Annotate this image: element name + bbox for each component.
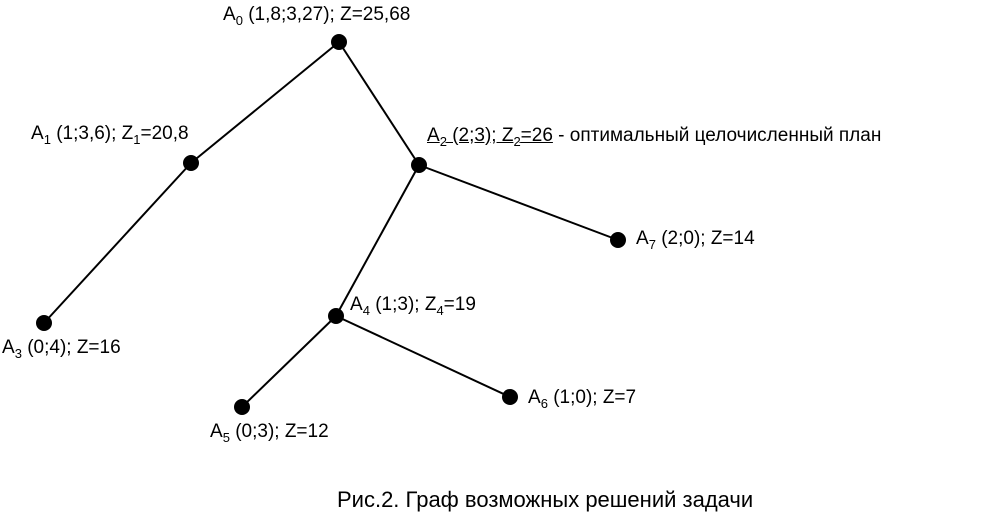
graph-edge bbox=[44, 163, 191, 323]
graph-node-A0 bbox=[331, 34, 347, 50]
graph-node-A5 bbox=[234, 399, 250, 415]
node-label-A6: A6 (1;0); Z=7 bbox=[528, 387, 636, 411]
node-label-A5: A5 (0;3); Z=12 bbox=[210, 421, 329, 445]
figure-caption: Рис.2. Граф возможных решений задачи bbox=[337, 487, 753, 513]
graph-node-A4 bbox=[328, 308, 344, 324]
node-label-A7: A7 (2;0); Z=14 bbox=[636, 228, 755, 252]
graph-edge bbox=[242, 316, 336, 407]
node-label-A3: A3 (0;4); Z=16 bbox=[2, 337, 121, 361]
node-label-A2: A2 (2;3); Z2=26 - оптимальный целочислен… bbox=[427, 125, 881, 149]
graph-node-A1 bbox=[183, 155, 199, 171]
node-label-A1: A1 (1;3,6); Z1=20,8 bbox=[31, 123, 189, 147]
graph-node-A3 bbox=[36, 315, 52, 331]
graph-edge bbox=[419, 165, 618, 240]
graph-edge bbox=[339, 42, 419, 165]
graph-edge bbox=[336, 316, 510, 397]
graph-node-A7 bbox=[610, 232, 626, 248]
graph-node-A2 bbox=[411, 157, 427, 173]
graph-canvas bbox=[0, 0, 995, 524]
graph-edge bbox=[191, 42, 339, 163]
node-label-A0: A0 (1,8;3,27); Z=25,68 bbox=[223, 4, 410, 28]
graph-node-A6 bbox=[502, 389, 518, 405]
node-label-A4: A4 (1;3); Z4=19 bbox=[350, 294, 476, 318]
